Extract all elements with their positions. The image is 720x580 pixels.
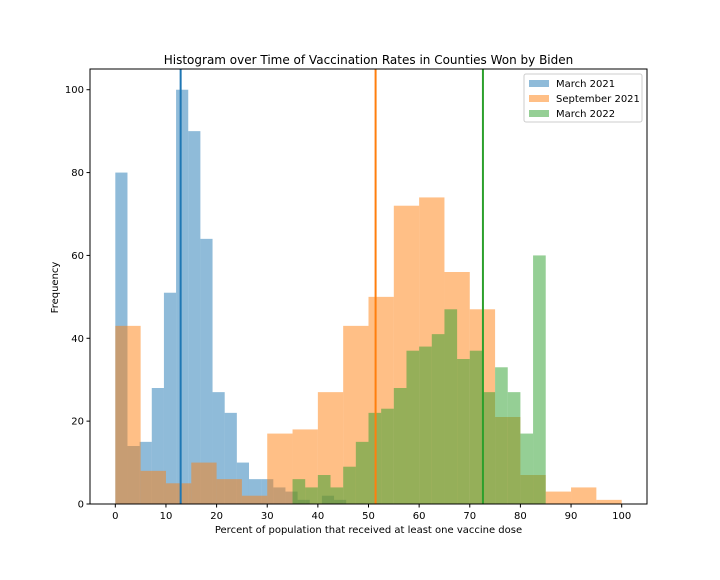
legend-label-2: March 2022 xyxy=(556,109,615,120)
bar-series-2-bin-2 xyxy=(317,475,331,504)
bar-series-1-bin-1 xyxy=(140,470,166,504)
plot-bars xyxy=(115,89,622,505)
bar-series-2-bin-10 xyxy=(419,346,432,504)
legend-box xyxy=(523,73,643,123)
bar-series-2-bin-13 xyxy=(457,359,470,504)
y-axis-ticks: 0 20 40 60 80 100 xyxy=(65,85,90,511)
chart-title: Histogram over Time of Vaccination Rates… xyxy=(164,53,574,67)
x-tick-label-5: 50 xyxy=(362,511,375,522)
bar-series-1-bin-5 xyxy=(241,495,268,504)
bar-series-2-bin-3 xyxy=(330,487,344,504)
bar-series-2-bin-9 xyxy=(406,350,420,504)
bar-series-1-bin-4 xyxy=(216,479,242,504)
bar-series-2-bin-12 xyxy=(444,309,458,504)
bar-series-2-bin-18 xyxy=(520,433,534,504)
y-tick-label-3: 60 xyxy=(71,251,84,262)
y-tick-label-5: 100 xyxy=(65,85,84,96)
bar-series-2-bin-16 xyxy=(495,367,508,504)
bar-series-2-bin-17 xyxy=(507,392,521,504)
bar-series-1-bin-17 xyxy=(545,491,572,504)
bar-series-1-bin-6 xyxy=(267,433,293,504)
x-axis-ticks: 0 10 20 30 40 50 60 70 80 90 100 xyxy=(112,504,631,522)
bar-series-1-bin-19 xyxy=(596,499,622,504)
bar-series-0-bin-7 xyxy=(200,238,213,504)
x-tick-label-1: 10 xyxy=(160,511,173,522)
x-axis-label: Percent of population that received at l… xyxy=(215,525,522,536)
bar-series-2-bin-19 xyxy=(533,255,546,504)
bar-series-2-bin-8 xyxy=(393,388,407,504)
bar-series-2-bin-4 xyxy=(343,466,356,504)
mean-lines xyxy=(179,69,484,504)
bar-series-2-bin-15 xyxy=(482,392,496,504)
x-tick-label-4: 40 xyxy=(311,511,324,522)
legend-label-1: September 2021 xyxy=(556,94,640,105)
x-tick-label-9: 90 xyxy=(565,511,578,522)
bar-series-2-bin-14 xyxy=(469,350,483,504)
x-tick-label-8: 80 xyxy=(514,511,527,522)
bar-series-0-bin-6 xyxy=(188,131,201,504)
y-tick-label-1: 20 xyxy=(71,417,84,428)
bar-series-1-bin-18 xyxy=(571,487,597,504)
y-tick-label-2: 40 xyxy=(71,334,84,345)
legend-swatch-2 xyxy=(529,110,549,117)
legend: March 2021 September 2021 March 2022 xyxy=(523,73,643,123)
legend-label-0: March 2021 xyxy=(556,79,615,90)
bar-series-2-bin-0 xyxy=(292,479,306,504)
y-tick-label-0: 0 xyxy=(78,500,84,511)
bar-series-1-bin-0 xyxy=(115,325,141,504)
bar-series-0-bin-4 xyxy=(163,292,177,504)
y-axis-label: Frequency xyxy=(50,262,61,314)
y-tick-label-4: 80 xyxy=(71,168,84,179)
bar-series-2-bin-11 xyxy=(431,334,445,504)
x-tick-label-6: 60 xyxy=(413,511,426,522)
bar-series-1-bin-3 xyxy=(191,462,217,504)
bar-series-1-bin-2 xyxy=(165,483,192,504)
x-tick-label-10: 100 xyxy=(612,511,631,522)
x-tick-label-7: 70 xyxy=(463,511,476,522)
x-tick-label-2: 20 xyxy=(210,511,223,522)
bar-series-2-bin-1 xyxy=(305,487,318,504)
legend-swatch-0 xyxy=(529,80,549,87)
bar-series-2-bin-5 xyxy=(355,441,369,504)
x-tick-label-3: 30 xyxy=(261,511,274,522)
bar-series-0-bin-5 xyxy=(176,89,189,504)
legend-swatch-1 xyxy=(529,95,549,102)
bar-series-2-bin-7 xyxy=(381,408,394,504)
x-tick-label-0: 0 xyxy=(112,511,118,522)
